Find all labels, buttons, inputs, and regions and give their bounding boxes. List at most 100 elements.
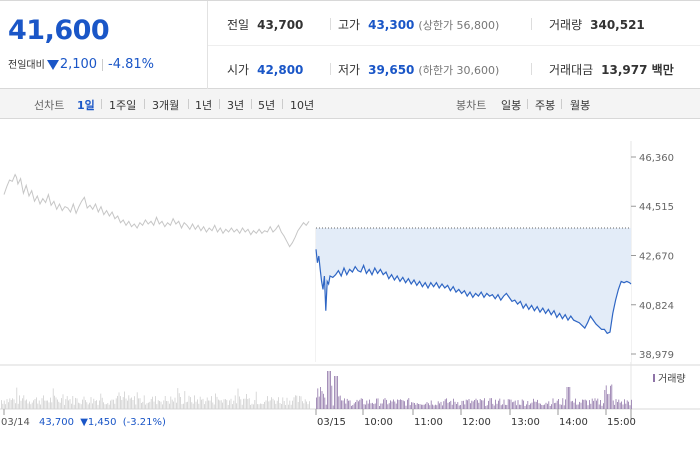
volume-bar [36, 397, 37, 409]
period-3m[interactable]: 3개월 [152, 99, 180, 112]
volume-bar [432, 404, 433, 409]
volume-bar [331, 385, 333, 409]
volume-bar [468, 399, 470, 409]
volume-bar [608, 393, 610, 409]
volume-bar [61, 398, 62, 409]
volume-bar [260, 403, 261, 409]
x-tick-label: 13:00 [511, 417, 540, 428]
volume-bar [513, 401, 515, 409]
volume-bar [94, 401, 96, 409]
x-tick-label: 12:00 [462, 417, 491, 428]
volume-bar [247, 399, 249, 409]
candle-monthly[interactable]: 월봉 [570, 99, 591, 112]
volume-bar [233, 400, 235, 409]
volume-bar [162, 404, 163, 409]
volume-bar [115, 398, 117, 409]
volume-bar [563, 405, 565, 409]
volume-legend: 거래량 [658, 373, 686, 385]
volume-bar [388, 403, 390, 409]
volume-bar [114, 403, 116, 409]
volume-bar [370, 403, 372, 409]
volume-legend-swatch [653, 374, 655, 382]
volume-bar [148, 402, 149, 409]
volume-bar [143, 395, 145, 409]
volume-bar [45, 400, 47, 409]
volume-bar [176, 402, 177, 409]
volume-bar [232, 404, 233, 409]
volume-bar [538, 403, 540, 409]
volume-bar [628, 401, 629, 409]
divider [208, 45, 700, 46]
volume-bar [366, 400, 368, 409]
volume-bar [471, 400, 473, 409]
volume-bar [283, 401, 285, 409]
volume-bar [425, 403, 426, 409]
volume-bar [419, 404, 421, 409]
volume-bar [199, 396, 201, 409]
volume-bar [411, 402, 412, 409]
volume-bar [261, 403, 263, 409]
period-1y[interactable]: 1년 [195, 99, 213, 112]
volume-bar [118, 392, 120, 409]
candle-weekly[interactable]: 주봉 [535, 99, 556, 112]
x-tick-label: 10:00 [364, 417, 393, 428]
volume-bar [145, 404, 146, 409]
period-1w[interactable]: 1주일 [109, 99, 137, 112]
volume-bar [401, 400, 403, 409]
change-row: 전일대비 2,100 -4.81% [8, 56, 154, 72]
volume-bar [128, 395, 130, 409]
volume-bar [493, 405, 495, 409]
volume-bar [600, 400, 601, 409]
volume-bar [433, 405, 435, 409]
line-chart-label: 선차트 [34, 99, 65, 112]
volume-bar [558, 399, 559, 409]
today-price-area [316, 249, 631, 362]
volume-bar [470, 403, 471, 409]
volume-bar [502, 404, 503, 409]
volume-bar [324, 397, 326, 409]
volume-bar [603, 403, 604, 409]
period-1d[interactable]: 1일 [77, 99, 95, 112]
volume-bar [457, 402, 459, 409]
period-10y[interactable]: 10년 [290, 99, 315, 112]
candle-daily[interactable]: 일봉 [501, 99, 522, 112]
prev-caption-pct: (-3.21%) [123, 417, 166, 428]
volume-bar [215, 393, 216, 409]
volume-bar [101, 397, 103, 409]
volume-bar [136, 392, 138, 409]
volume-bar [442, 405, 443, 409]
volume-bar [439, 403, 440, 409]
volume-bar [69, 399, 71, 409]
volume-bar [40, 404, 41, 409]
period-3y[interactable]: 3년 [227, 99, 245, 112]
volume-bar [150, 399, 152, 409]
volume-bar [412, 402, 414, 409]
volume-bar [68, 400, 69, 409]
volume-bar [443, 401, 445, 409]
divider [188, 99, 189, 109]
volume-bar [447, 402, 449, 409]
volume-bar [135, 404, 137, 409]
volume-bar [22, 398, 23, 409]
volume-bar [75, 397, 76, 409]
volume-bar [8, 402, 9, 409]
volume-bar [622, 404, 624, 409]
volume-bar [435, 404, 436, 409]
period-5y[interactable]: 5년 [258, 99, 276, 112]
volume-bar [275, 403, 277, 409]
volume-bar [590, 403, 592, 409]
volume-bar [436, 405, 438, 409]
volume-bar [346, 398, 348, 409]
volume-bar [55, 397, 57, 409]
volume-bar [463, 400, 464, 409]
divider [102, 58, 104, 71]
volume-bar [321, 391, 323, 409]
volume-bar [495, 399, 496, 409]
volume-bar [43, 395, 44, 409]
volume-bar [5, 404, 6, 409]
volume-bar [428, 403, 429, 409]
volume-bar [52, 388, 54, 409]
volume-bar [409, 405, 411, 409]
volume-bar [421, 404, 422, 409]
volume-bar [120, 396, 121, 409]
